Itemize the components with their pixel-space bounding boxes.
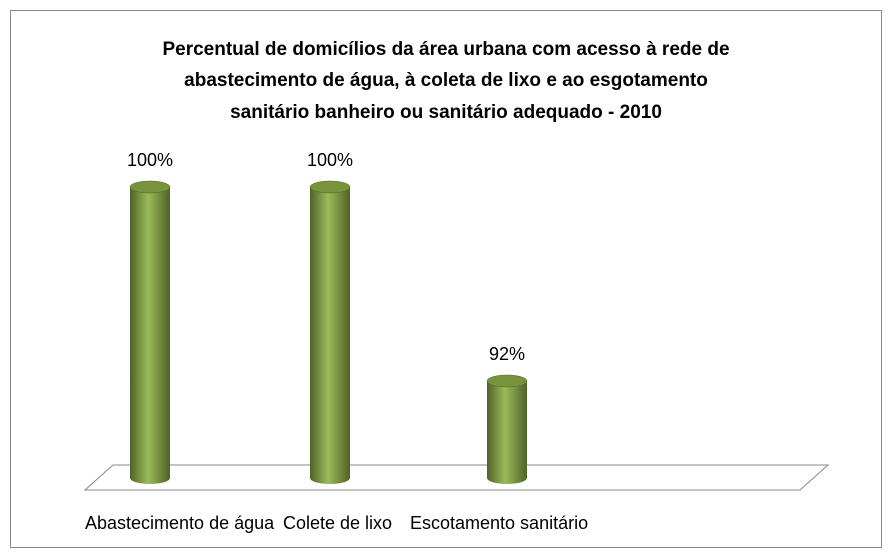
x-tick-label: Abastecimento de água bbox=[85, 513, 275, 533]
x-tick-label: Colete de lixo bbox=[283, 513, 392, 533]
bar-top bbox=[129, 180, 171, 194]
data-label: 100% bbox=[307, 150, 353, 170]
bar bbox=[487, 381, 527, 484]
chart-title: sanitário banheiro ou sanitário adequado… bbox=[230, 102, 662, 123]
chart-title: abastecimento de água, à coleta de lixo … bbox=[184, 70, 708, 91]
bar-top bbox=[309, 180, 351, 194]
bar-top bbox=[486, 374, 528, 388]
chart-title: Percentual de domicílios da área urbana … bbox=[162, 39, 729, 60]
x-tick-label: Escotamento sanitário bbox=[410, 513, 588, 533]
floor bbox=[83, 464, 830, 491]
data-label: 92% bbox=[489, 344, 525, 364]
bar bbox=[130, 187, 170, 484]
bar bbox=[310, 187, 350, 484]
data-label: 100% bbox=[127, 150, 173, 170]
